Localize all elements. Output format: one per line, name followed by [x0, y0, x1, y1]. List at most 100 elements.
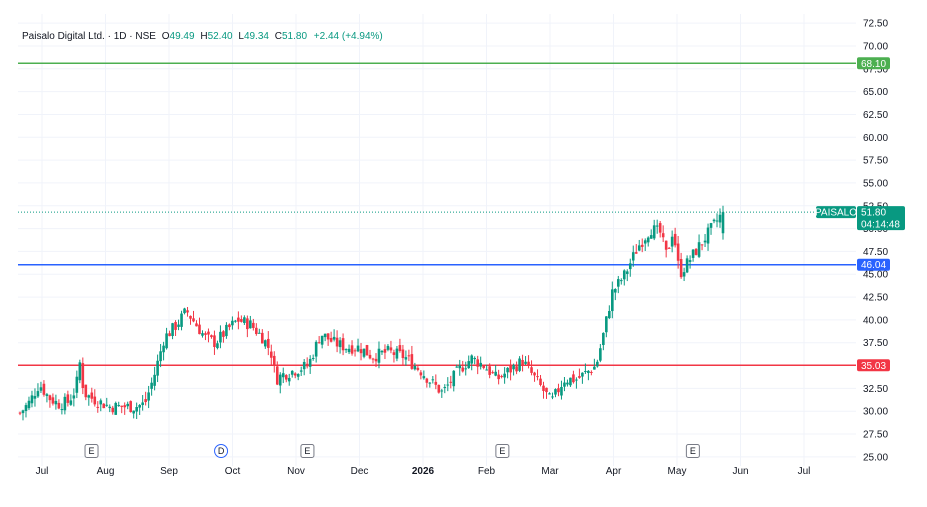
candle-body [350, 345, 354, 354]
candle-body [231, 320, 234, 326]
level-tag-label: 35.03 [861, 361, 886, 372]
candle-body [33, 396, 37, 399]
candle-body [27, 400, 31, 409]
candle-body [308, 358, 312, 367]
candle-body [694, 248, 698, 255]
earnings-marker[interactable]: E [495, 444, 510, 458]
candle-body [96, 406, 100, 408]
earnings-marker[interactable]: E [685, 444, 700, 458]
earnings-icon [685, 444, 700, 458]
candle-body [117, 405, 121, 407]
candle-body [87, 395, 91, 398]
candle-body [141, 402, 144, 406]
candle-body [560, 386, 563, 396]
candle-body [619, 280, 623, 282]
candle-body [587, 370, 590, 374]
last-price-label: 51.80 [861, 208, 886, 219]
candle-body [219, 331, 222, 343]
candle-body [278, 374, 282, 386]
candle-body [293, 373, 297, 376]
candle-body [281, 373, 285, 378]
candle-body [72, 395, 76, 399]
candle-body [228, 324, 231, 328]
candle-body [428, 382, 432, 384]
candle-body [225, 324, 228, 337]
candle-body [266, 338, 270, 348]
time-axis[interactable]: Jul Aug Sep Oct Nov Dec 2026 Feb Mar Apr May Jun Jul [36, 466, 811, 477]
x-tick-label: Jul [36, 466, 49, 477]
candle-body [413, 365, 417, 370]
candle-body [602, 332, 605, 346]
candle-body [398, 345, 402, 352]
x-tick-label: Mar [541, 466, 559, 477]
candle-body [452, 370, 456, 387]
candle-body [105, 404, 109, 406]
candle-body [464, 368, 468, 370]
candle-body [634, 252, 638, 254]
candle-body [637, 245, 641, 251]
candle-body [590, 371, 593, 373]
candle-body [389, 347, 393, 351]
earnings-icon [84, 444, 99, 458]
x-tick-label: Jul [798, 466, 811, 477]
candle-body [631, 252, 635, 261]
candle-body [599, 348, 602, 361]
candle-body [168, 333, 171, 337]
event-code: D [218, 446, 225, 456]
dividend-icon [214, 444, 229, 458]
candle-body [305, 363, 309, 367]
earnings-icon [495, 444, 510, 458]
candle-body [111, 407, 115, 413]
candle-body [542, 385, 545, 391]
x-tick-label: Nov [287, 466, 305, 477]
candle-body [210, 335, 213, 338]
candle-body [605, 316, 608, 333]
candle-body [446, 384, 450, 386]
candle-body [515, 366, 518, 372]
candle-body [323, 333, 327, 338]
event-code: E [89, 446, 95, 456]
candle-body [162, 345, 165, 353]
candle-body [54, 400, 58, 405]
candle-body [667, 247, 671, 249]
candle-body [153, 374, 156, 386]
candle-body [485, 369, 488, 371]
candle-body [150, 382, 153, 389]
candle-body [21, 410, 25, 414]
dividend-marker[interactable]: D [214, 444, 229, 458]
candle-body [147, 392, 150, 401]
candle-body [320, 335, 324, 345]
y-tick-label: 55.00 [863, 178, 888, 189]
price-axis[interactable]: 25.0027.5030.0032.5035.0037.5040.0042.50… [863, 19, 888, 464]
candle-body [171, 323, 174, 336]
candle-body [138, 405, 141, 408]
candle-body [646, 237, 650, 243]
earnings-marker[interactable]: E [300, 444, 315, 458]
x-tick-label: May [668, 466, 687, 477]
candle-body [123, 405, 127, 408]
candle-body [407, 355, 411, 357]
candle-body [557, 388, 560, 393]
candle-body [90, 392, 94, 399]
level-tag-label: 46.04 [861, 260, 886, 271]
candle-body [275, 366, 279, 385]
candle-body [302, 361, 306, 370]
candle-body [425, 378, 429, 383]
candle-body [252, 322, 255, 328]
candle-body [24, 405, 28, 412]
high-label: H [200, 31, 208, 42]
candle-body [201, 333, 204, 336]
candle-body [506, 367, 509, 373]
candle-body [416, 367, 420, 370]
candle-body [539, 378, 542, 385]
close-label: C [274, 31, 282, 42]
candle-body [365, 345, 369, 356]
candle-body [317, 342, 321, 344]
candle-body [521, 359, 524, 366]
candle-body [509, 364, 512, 373]
earnings-marker[interactable]: E [84, 444, 99, 458]
candle-body [114, 402, 118, 415]
